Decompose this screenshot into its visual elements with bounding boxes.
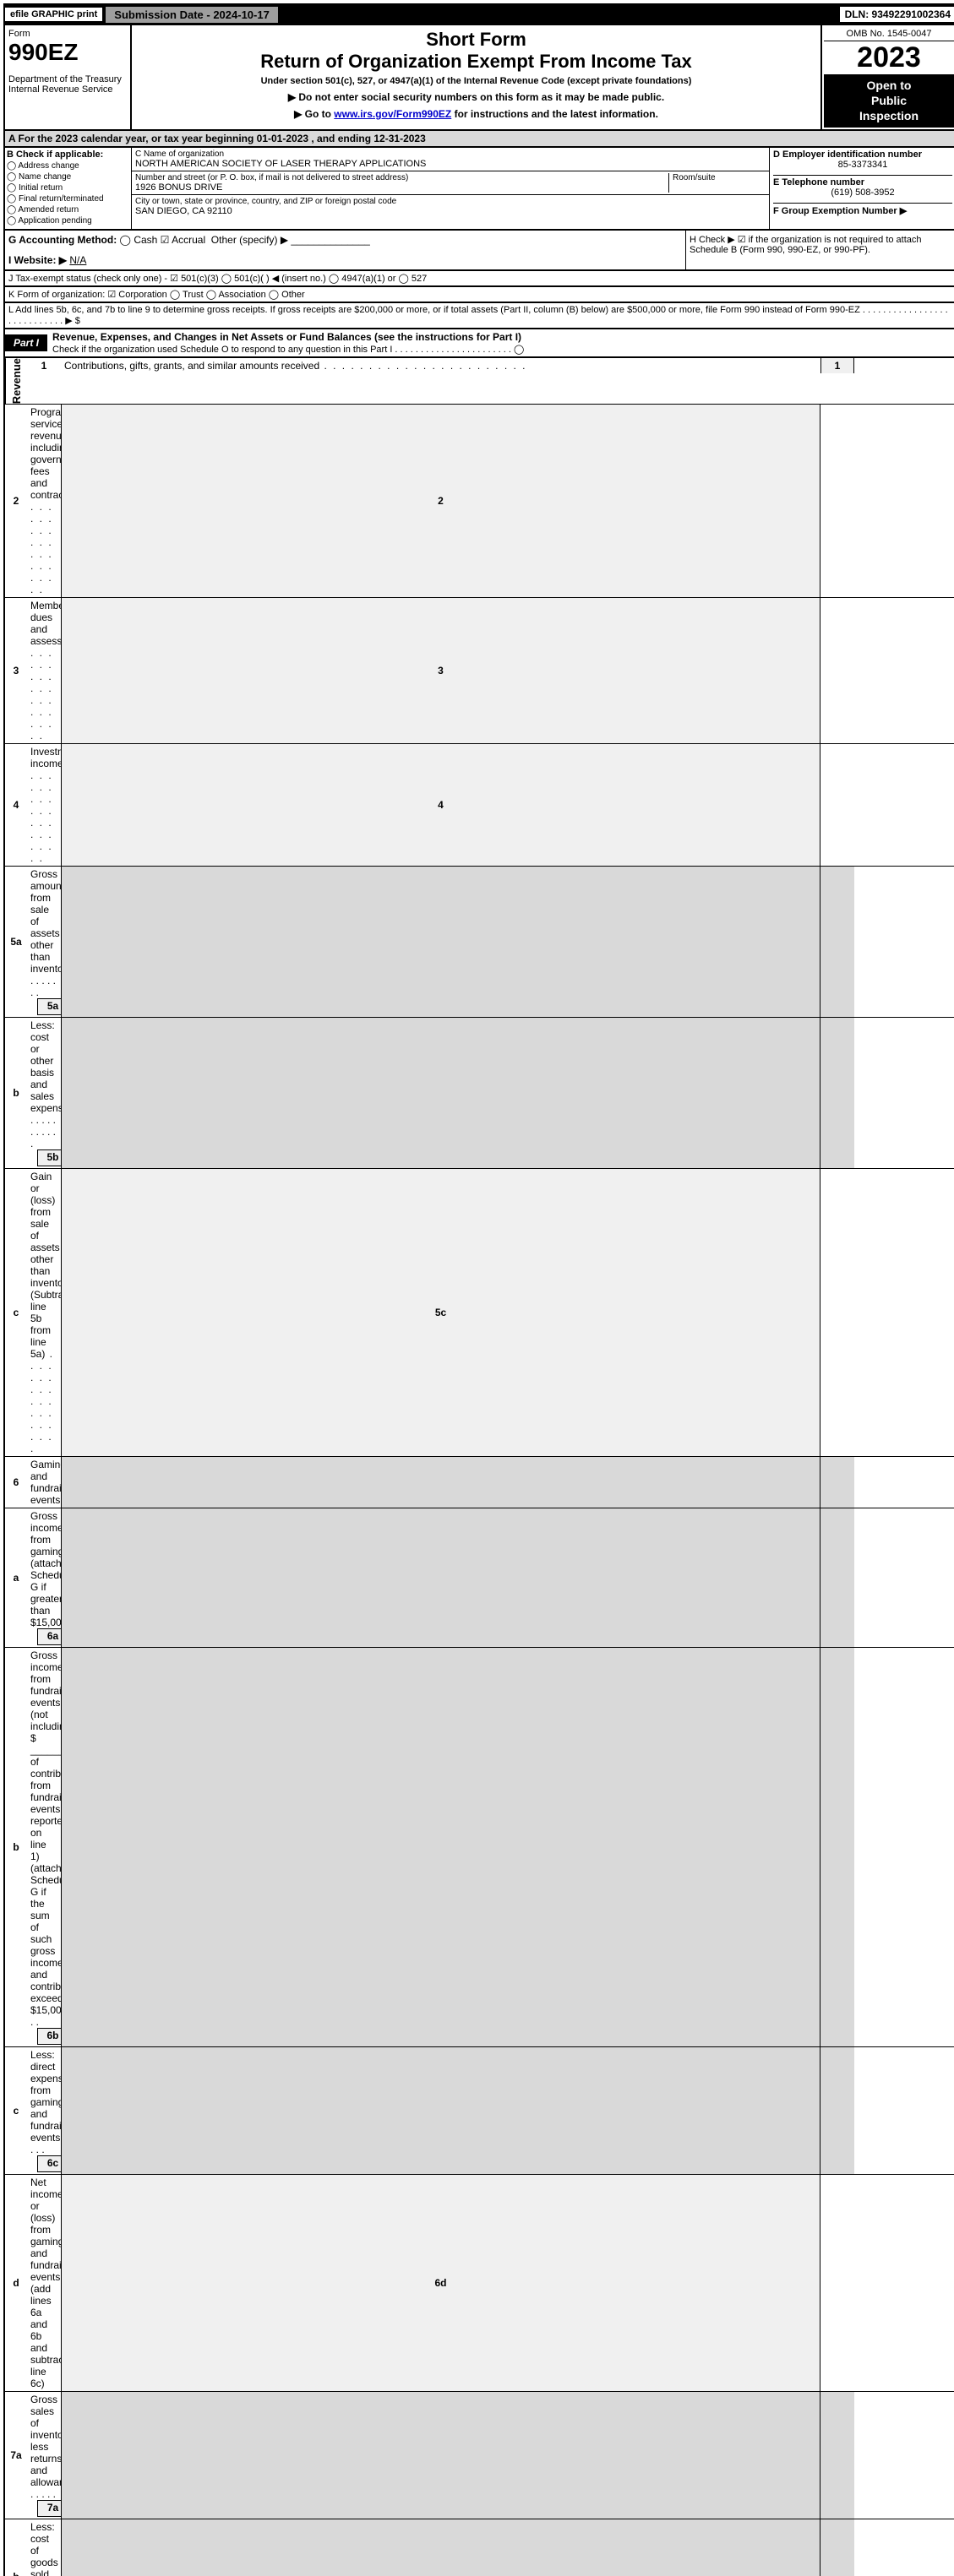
top-bar: efile GRAPHIC print Submission Date - 20… (3, 3, 954, 25)
line-6d-desc: Net income or (loss) from gaming and fun… (27, 2175, 61, 2391)
chk-amended-return[interactable]: ◯ Amended return (7, 205, 129, 215)
line-5b-desc: Less: cost or other basis and sales expe… (27, 1018, 61, 1168)
accounting-method: G Accounting Method: ◯ Cash ☑ Accrual Ot… (5, 231, 685, 269)
line-4-desc: Investment income (27, 744, 61, 866)
part-i-header: Part I Revenue, Expenses, and Changes in… (3, 329, 954, 358)
chk-application-pending[interactable]: ◯ Application pending (7, 216, 129, 226)
line-1-desc: Contributions, gifts, grants, and simila… (61, 358, 820, 373)
ssn-warning: ▶ Do not enter social security numbers o… (135, 91, 817, 103)
chk-address-change[interactable]: ◯ Address change (7, 161, 129, 171)
room-label: Room/suite (673, 173, 766, 182)
block-b-to-f: B Check if applicable: ◯ Address change … (3, 148, 954, 231)
line-5a-desc: Gross amount from sale of assets other t… (27, 867, 61, 1017)
line-3-desc: Membership dues and assessments (27, 598, 61, 743)
addr-label: Number and street (or P. O. box, if mail… (135, 173, 668, 182)
ein: 85-3373341 (773, 160, 952, 170)
goto-link-line: ▶ Go to www.irs.gov/Form990EZ for instru… (135, 108, 817, 120)
line-5c-desc: Gain or (loss) from sale of assets other… (27, 1169, 61, 1456)
group-exemption-label: F Group Exemption Number ▶ (773, 203, 952, 216)
section-h: H Check ▶ ☑ if the organization is not r… (685, 231, 954, 269)
tax-year: 2023 (824, 41, 954, 74)
line-2-desc: Program service revenue including govern… (27, 405, 61, 597)
line-7a-desc: Gross sales of inventory, less returns a… (27, 2392, 61, 2519)
website-label: I Website: ▶ (8, 254, 67, 266)
row-k: K Form of organization: ☑ Corporation ◯ … (3, 287, 954, 303)
chk-accrual[interactable]: ☑ (161, 234, 172, 246)
row-g-h: G Accounting Method: ◯ Cash ☑ Accrual Ot… (3, 231, 954, 271)
line-1-val (854, 358, 954, 373)
section-a: A For the 2023 calendar year, or tax yea… (3, 131, 954, 148)
line-6d-val (820, 2175, 854, 2391)
chk-initial-return[interactable]: ◯ Initial return (7, 183, 129, 193)
part-i-pill: Part I (5, 334, 47, 351)
row-l: L Add lines 5b, 6c, and 7b to line 9 to … (3, 303, 954, 329)
line-6-desc: Gaming and fundraising events (27, 1457, 61, 1508)
col-c: C Name of organization NORTH AMERICAN SO… (132, 148, 770, 229)
form-header: Form 990EZ Department of the Treasury In… (3, 25, 954, 131)
org-name: NORTH AMERICAN SOCIETY OF LASER THERAPY … (135, 159, 766, 169)
street-address: 1926 BONUS DRIVE (135, 182, 668, 193)
chk-final-return[interactable]: ◯ Final return/terminated (7, 194, 129, 204)
form-number: 990EZ (8, 39, 127, 66)
form-title: Return of Organization Exempt From Incom… (135, 51, 817, 73)
chk-name-change[interactable]: ◯ Name change (7, 172, 129, 182)
part-i-title: Revenue, Expenses, and Changes in Net As… (47, 329, 954, 356)
line-6b-desc: Gross income from fundraising events (no… (27, 1648, 61, 2046)
efile-label: efile GRAPHIC print (5, 8, 102, 21)
omb-number: OMB No. 1545-0047 (824, 27, 954, 41)
ein-label: D Employer identification number (773, 149, 952, 160)
chk-cash[interactable]: ◯ (120, 234, 134, 246)
col-d-e-f: D Employer identification number 85-3373… (770, 148, 954, 229)
line-6c-desc: Less: direct expenses from gaming and fu… (27, 2047, 61, 2174)
irs-link[interactable]: www.irs.gov/Form990EZ (334, 108, 451, 120)
line-6a-desc: Gross income from gaming (attach Schedul… (27, 1508, 61, 1647)
b-header: B Check if applicable: (7, 149, 129, 160)
org-name-label: C Name of organization (135, 149, 766, 159)
header-right: OMB No. 1545-0047 2023 Open to Public In… (820, 25, 954, 129)
dept-line1: Department of the Treasury (8, 74, 127, 84)
form-label: Form (8, 29, 127, 39)
line-5c-val (820, 1169, 854, 1456)
submission-date: Submission Date - 2024-10-17 (106, 7, 278, 23)
line-3-val (820, 598, 854, 743)
tel-label: E Telephone number (773, 175, 952, 187)
city-label: City or town, state or province, country… (135, 197, 766, 206)
website-value: N/A (69, 254, 86, 266)
line-4-val (820, 744, 854, 866)
revenue-lines: Revenue 1 Contributions, gifts, grants, … (3, 358, 954, 2576)
col-b: B Check if applicable: ◯ Address change … (5, 148, 132, 229)
line-7b-desc: Less: cost of goods sold . . . . . . . .… (27, 2519, 61, 2576)
dln: DLN: 93492291002364 (840, 7, 954, 22)
dept-line2: Internal Revenue Service (8, 84, 127, 95)
row-j: J Tax-exempt status (check only one) - ☑… (3, 271, 954, 287)
city-state-zip: SAN DIEGO, CA 92110 (135, 206, 766, 216)
header-left: Form 990EZ Department of the Treasury In… (5, 25, 132, 129)
short-form-label: Short Form (135, 29, 817, 51)
form-subtitle: Under section 501(c), 527, or 4947(a)(1)… (135, 76, 817, 86)
open-to-public: Open to Public Inspection (824, 74, 954, 128)
line-2-val (820, 405, 854, 597)
revenue-side-label: Revenue (5, 358, 27, 404)
telephone: (619) 508-3952 (773, 187, 952, 198)
header-center: Short Form Return of Organization Exempt… (132, 25, 820, 129)
